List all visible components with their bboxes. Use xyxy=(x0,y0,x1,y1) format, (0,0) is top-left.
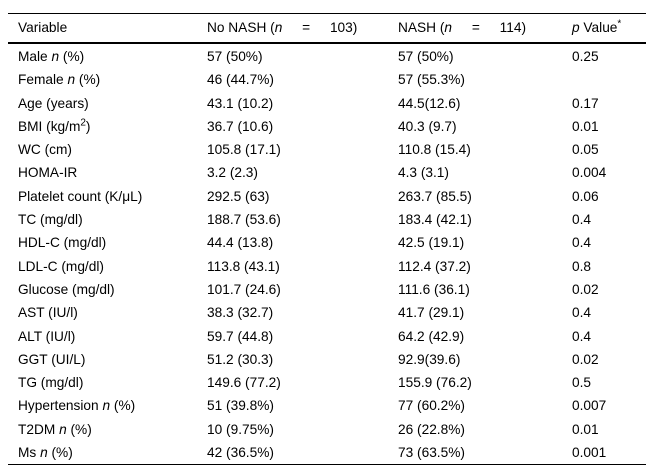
nash-comparison-table: Variable No NASH (n = 103) NASH (n = 114… xyxy=(8,13,646,466)
table-row: Platelet count (K/μL) 292.5 (63) 263.7 (85… xyxy=(8,185,646,208)
p-value-cell: 0.4 xyxy=(572,235,592,251)
variable-cell: AST (IU/l) xyxy=(18,305,78,321)
nash-value-cell: 110.8 (15.4) xyxy=(398,142,471,158)
nash-value-cell: 26 (22.8%) xyxy=(398,421,465,437)
p-value-cell: 0.02 xyxy=(572,281,599,297)
table-row: WC (cm) 105.8 (17.1) 110.8 (15.4) 0.05 xyxy=(8,138,646,161)
nash-value-cell: 92.9(39.6) xyxy=(398,351,461,367)
table-row: BMI (kg/m2) 36.7 (10.6) 40.3 (9.7) 0.01 xyxy=(8,115,646,138)
nash-value-cell: 41.7 (29.1) xyxy=(398,305,465,321)
nash-value-cell: 77 (60.2%) xyxy=(398,398,465,414)
table-row: Hypertension n (%) 51 (39.8%) 77 (60.2%) 0.… xyxy=(8,394,646,417)
no-nash-value-cell: 105.8 (17.1) xyxy=(207,142,281,158)
variable-cell: T2DM n (%) xyxy=(18,421,92,437)
p-value-cell: 0.4 xyxy=(572,305,592,321)
variable-cell: Platelet count (K/μL) xyxy=(18,188,143,204)
table-row: HOMA-IR 3.2 (2.3) 4.3 (3.1) 0.004 xyxy=(8,161,646,184)
p-value-cell: 0.4 xyxy=(572,328,592,344)
variable-cell: Glucose (mg/dl) xyxy=(18,281,115,297)
table-row: Male n (%) 57 (50%) 57 (50%) 0.25 xyxy=(8,43,646,68)
header-row: Variable No NASH (n = 103) NASH (n = 114… xyxy=(8,13,646,44)
variable-cell: Hypertension n (%) xyxy=(18,398,136,414)
no-nash-value-cell: 101.7 (24.6) xyxy=(207,281,281,297)
nash-value-cell: 112.4 (37.2) xyxy=(398,258,471,274)
nash-value-cell: 4.3 (3.1) xyxy=(398,165,449,181)
table-row: Glucose (mg/dl) 101.7 (24.6) 111.6 (36.1) 0… xyxy=(8,278,646,301)
variable-cell: Age (years) xyxy=(18,95,89,111)
no-nash-value-cell: 44.4 (13.8) xyxy=(207,235,274,251)
comparison-table-wrap: Variable No NASH (n = 103) NASH (n = 114… xyxy=(8,13,646,466)
col-header-nash: NASH (n = 114) xyxy=(388,13,562,44)
p-value-cell: 0.02 xyxy=(572,351,599,367)
no-nash-value-cell: 188.7 (53.6) xyxy=(207,212,281,228)
no-nash-value-cell: 46 (44.7%) xyxy=(207,72,274,88)
col-header-p-value: p Value* xyxy=(562,13,646,44)
p-value-cell: 0.8 xyxy=(572,258,592,274)
nash-value-cell: 40.3 (9.7) xyxy=(398,118,457,134)
nash-value-cell: 73 (63.5%) xyxy=(398,445,465,461)
p-value-cell xyxy=(562,68,646,91)
table-row: ALT (IU/l) 59.7 (44.8) 64.2 (42.9) 0.4 xyxy=(8,325,646,348)
variable-cell: WC (cm) xyxy=(18,142,72,158)
no-nash-value-cell: 43.1 (10.2) xyxy=(207,95,274,111)
nash-value-cell: 57 (50%) xyxy=(398,49,454,64)
variable-cell: TC (mg/dl) xyxy=(18,212,83,228)
nash-value-cell: 44.5(12.6) xyxy=(398,95,461,111)
p-value-cell: 0.17 xyxy=(572,95,599,111)
no-nash-value-cell: 36.7 (10.6) xyxy=(207,118,274,134)
table-row: TG (mg/dl) 149.6 (77.2) 155.9 (76.2) 0.5 xyxy=(8,371,646,394)
p-value-cell: 0.4 xyxy=(572,212,592,228)
p-value-cell: 0.007 xyxy=(572,398,607,414)
col-header-variable: Variable xyxy=(8,13,197,44)
table-row: GGT (UI/L) 51.2 (30.3) 92.9(39.6) 0.02 xyxy=(8,348,646,371)
nash-value-cell: 111.6 (36.1) xyxy=(398,281,470,297)
p-value-cell: 0.004 xyxy=(572,165,607,181)
table-row: AST (IU/l) 38.3 (32.7) 41.7 (29.1) 0.4 xyxy=(8,301,646,324)
table-row: Ms n (%) 42 (36.5%) 73 (63.5%) 0.001 xyxy=(8,441,646,465)
p-value-cell: 0.05 xyxy=(572,142,599,158)
table-row: TC (mg/dl) 188.7 (53.6) 183.4 (42.1) 0.4 xyxy=(8,208,646,231)
variable-cell: Ms n (%) xyxy=(18,445,73,461)
no-nash-value-cell: 38.3 (32.7) xyxy=(207,305,274,321)
variable-cell: Female n (%) xyxy=(18,72,101,88)
p-value-cell: 0.5 xyxy=(572,375,592,391)
no-nash-value-cell: 51 (39.8%) xyxy=(207,398,274,414)
variable-cell: GGT (UI/L) xyxy=(18,351,86,367)
nash-value-cell: 155.9 (76.2) xyxy=(398,375,472,391)
no-nash-value-cell: 57 (50%) xyxy=(207,49,263,64)
table-row: LDL-C (mg/dl) 113.8 (43.1) 112.4 (37.2) 0.8 xyxy=(8,255,646,278)
variable-cell: LDL-C (mg/dl) xyxy=(18,258,104,274)
table-row: HDL-C (mg/dl) 44.4 (13.8) 42.5 (19.1) 0.4 xyxy=(8,231,646,254)
variable-cell: BMI (kg/m2) xyxy=(18,117,91,134)
no-nash-value-cell: 10 (9.75%) xyxy=(207,421,274,437)
no-nash-value-cell: 113.8 (43.1) xyxy=(207,258,280,274)
table-row: T2DM n (%) 10 (9.75%) 26 (22.8%) 0.01 xyxy=(8,418,646,441)
no-nash-value-cell: 3.2 (2.3) xyxy=(207,165,258,181)
p-value-cell: 0.01 xyxy=(572,118,599,134)
no-nash-value-cell: 42 (36.5%) xyxy=(207,445,274,461)
variable-cell: HOMA-IR xyxy=(18,165,78,181)
col-header-no-nash: No NASH (n = 103) xyxy=(197,13,388,44)
nash-value-cell: 57 (55.3%) xyxy=(398,72,465,88)
nash-value-cell: 263.7 (85.5) xyxy=(398,188,472,204)
variable-cell: Male n (%) xyxy=(18,49,85,64)
no-nash-value-cell: 149.6 (77.2) xyxy=(207,375,281,391)
no-nash-value-cell: 292.5 (63) xyxy=(207,188,270,204)
no-nash-value-cell: 59.7 (44.8) xyxy=(207,328,274,344)
nash-value-cell: 183.4 (42.1) xyxy=(398,212,472,228)
table-row: Female n (%) 46 (44.7%) 57 (55.3%) xyxy=(8,68,646,91)
variable-cell: ALT (IU/l) xyxy=(18,328,76,344)
no-nash-value-cell: 51.2 (30.3) xyxy=(207,351,274,367)
variable-cell: HDL-C (mg/dl) xyxy=(18,235,107,251)
p-value-cell: 0.25 xyxy=(572,49,599,64)
nash-value-cell: 42.5 (19.1) xyxy=(398,235,465,251)
p-value-cell: 0.001 xyxy=(572,445,607,461)
p-value-cell: 0.06 xyxy=(572,188,599,204)
table-row: Age (years) 43.1 (10.2) 44.5(12.6) 0.17 xyxy=(8,92,646,115)
variable-cell: TG (mg/dl) xyxy=(18,375,84,391)
nash-value-cell: 64.2 (42.9) xyxy=(398,328,465,344)
p-value-cell: 0.01 xyxy=(572,421,599,437)
